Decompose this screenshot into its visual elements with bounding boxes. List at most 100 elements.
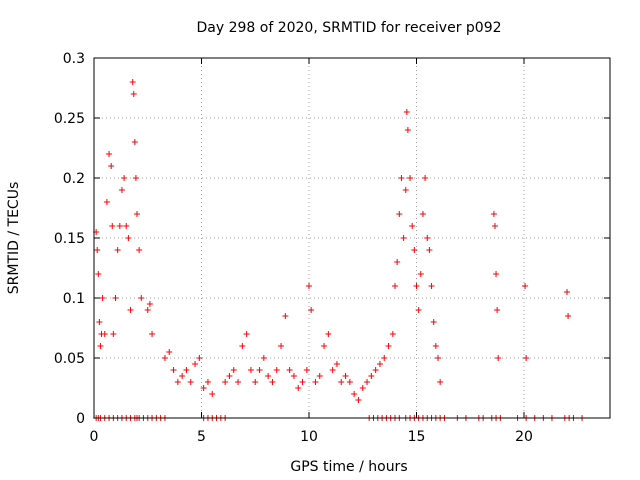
data-point <box>329 367 336 373</box>
data-point <box>376 361 383 367</box>
axis-ticks <box>93 57 610 419</box>
data-point <box>99 295 106 301</box>
data-point <box>346 379 353 385</box>
y-tick-label: 0.15 <box>54 231 85 247</box>
data-point <box>110 331 117 337</box>
data-point <box>278 343 285 349</box>
data-point <box>407 175 414 181</box>
data-point <box>432 343 439 349</box>
x-tick-label: 0 <box>90 429 99 445</box>
data-point <box>426 247 433 253</box>
data-point <box>247 367 254 373</box>
data-point <box>564 289 570 295</box>
data-point <box>303 367 310 373</box>
data-point <box>130 91 137 97</box>
data-point <box>260 355 267 361</box>
data-point <box>149 331 156 337</box>
data-point <box>129 79 136 85</box>
data-point <box>338 379 345 385</box>
data-point <box>411 247 418 253</box>
data-point <box>118 187 125 193</box>
data-point <box>495 355 502 361</box>
data-point <box>364 379 371 385</box>
data-point <box>392 283 398 289</box>
data-point <box>134 211 140 217</box>
data-point <box>121 175 128 181</box>
data-point <box>101 331 108 337</box>
y-tick-labels: 0 0.05 0.1 0.15 0.2 0.25 0.3 <box>54 51 85 427</box>
data-point <box>394 259 401 265</box>
y-tick-label: 0.2 <box>63 171 85 187</box>
data-point <box>437 379 444 385</box>
data-point <box>252 379 259 385</box>
data-point <box>286 367 293 373</box>
data-point <box>183 367 190 373</box>
data-point <box>428 283 435 289</box>
data-point <box>161 355 168 361</box>
data-point <box>226 373 233 379</box>
data-point <box>368 373 375 379</box>
data-point <box>523 355 530 361</box>
data-point <box>321 343 328 349</box>
data-point <box>209 391 216 397</box>
data-point <box>138 295 145 301</box>
data-point <box>196 355 203 361</box>
data-point <box>95 271 102 277</box>
data-point <box>123 223 130 229</box>
data-point <box>108 163 115 169</box>
data-point <box>413 283 420 289</box>
data-point <box>402 187 409 193</box>
data-point <box>295 385 302 391</box>
data-point <box>187 379 194 385</box>
data-point <box>491 223 498 229</box>
data-point <box>269 379 276 385</box>
data-point <box>430 319 437 325</box>
y-axis-label: SRMTID / TECUs <box>6 182 22 295</box>
grid-lines <box>94 58 610 418</box>
data-point <box>166 349 173 355</box>
data-point <box>200 385 207 391</box>
data-point <box>94 247 101 253</box>
data-points <box>93 79 586 421</box>
x-tick-label: 10 <box>300 429 318 445</box>
data-point <box>235 379 242 385</box>
x-tick-label: 20 <box>515 429 533 445</box>
data-point <box>419 211 426 217</box>
chart-title: Day 298 of 2020, SRMTID for receiver p09… <box>196 20 501 36</box>
y-tick-label: 0.05 <box>54 351 85 367</box>
data-point <box>422 175 429 181</box>
y-tick-label: 0.3 <box>63 51 85 67</box>
data-point <box>106 151 113 157</box>
data-point <box>132 175 139 181</box>
data-point <box>381 355 388 361</box>
data-point <box>136 247 143 253</box>
data-point <box>494 307 501 313</box>
data-point <box>170 367 177 373</box>
data-point <box>299 379 306 385</box>
data-point <box>522 283 529 289</box>
data-point <box>417 271 424 277</box>
data-point <box>114 247 121 253</box>
data-point <box>112 295 119 301</box>
data-point <box>109 223 116 229</box>
data-point <box>490 211 497 217</box>
data-point <box>222 379 229 385</box>
data-point <box>127 307 134 313</box>
data-point <box>325 331 332 337</box>
data-point <box>265 373 272 379</box>
data-point <box>351 391 358 397</box>
data-point <box>385 343 392 349</box>
data-point <box>256 367 263 373</box>
data-point <box>415 307 422 313</box>
data-point <box>308 307 315 313</box>
x-tick-label: 5 <box>197 429 206 445</box>
data-point <box>493 271 500 277</box>
data-point <box>396 211 403 217</box>
data-point <box>144 307 151 313</box>
y-tick-label: 0.1 <box>63 291 85 307</box>
x-tick-labels: 0 5 10 15 20 <box>90 429 533 445</box>
data-point <box>312 379 319 385</box>
data-point <box>125 235 132 241</box>
data-point <box>96 319 103 325</box>
